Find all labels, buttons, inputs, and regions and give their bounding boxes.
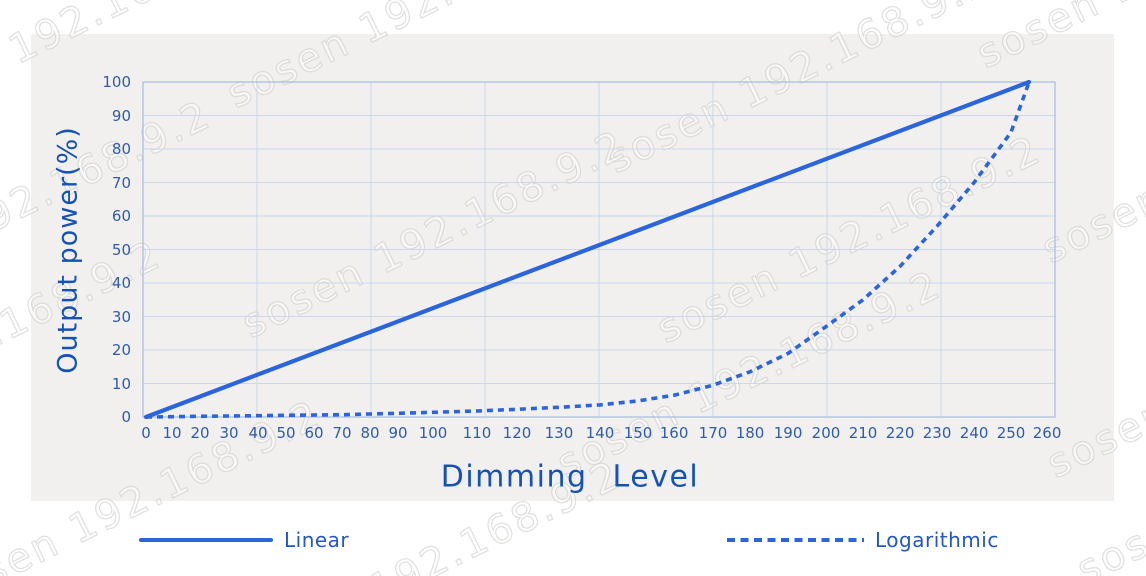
x-tick-label: 70 <box>332 424 352 442</box>
x-tick-label: 190 <box>773 424 803 442</box>
x-tick-label: 210 <box>848 424 878 442</box>
x-tick-label: 260 <box>1032 424 1062 442</box>
x-tick-label: 100 <box>418 424 448 442</box>
x-tick-label: 0 <box>141 424 151 442</box>
y-axis-title: Output power(%) <box>52 126 84 374</box>
y-tick-label: 40 <box>111 274 131 292</box>
legend-label-logarithmic: Logarithmic <box>875 528 999 552</box>
y-tick-label: 90 <box>111 106 131 125</box>
x-tick-label: 180 <box>735 424 765 442</box>
y-tick-label: 30 <box>111 307 131 326</box>
x-tick-label: 80 <box>360 424 380 442</box>
x-tick-label: 240 <box>959 424 989 442</box>
y-tick-label: 20 <box>111 341 131 359</box>
linear-series-line <box>143 79 1032 420</box>
x-tick-label: 40 <box>248 424 268 442</box>
y-tick-label: 70 <box>111 173 131 192</box>
logarithmic-series-line <box>145 81 1031 419</box>
x-tick-label: 250 <box>996 424 1026 442</box>
x-tick-label: 60 <box>304 424 324 442</box>
y-tick-label: 10 <box>111 374 131 393</box>
x-tick-label: 110 <box>462 424 492 442</box>
x-tick-label: 160 <box>659 424 689 442</box>
y-tick-label: 80 <box>111 140 131 158</box>
x-tick-label: 170 <box>698 424 728 442</box>
legend-swatch-dashed-line-icon <box>727 538 864 542</box>
x-tick-label: 90 <box>388 424 408 442</box>
legend-item-linear: Linear <box>139 527 349 553</box>
x-tick-label: 200 <box>811 424 841 442</box>
x-tick-label: 140 <box>585 424 615 442</box>
legend-label-linear: Linear <box>284 528 350 552</box>
x-tick-label: 130 <box>544 424 574 442</box>
x-tick-label: 20 <box>190 424 210 442</box>
x-tick-label: 10 <box>162 424 182 442</box>
chart-panel-background <box>31 34 1114 501</box>
legend-item-logarithmic: Logarithmic <box>727 527 999 553</box>
x-tick-label: 220 <box>885 424 915 442</box>
plot-border <box>142 81 1056 418</box>
x-tick-label: 30 <box>219 424 239 442</box>
y-tick-label: 0 <box>121 408 131 426</box>
legend-swatch-solid-line-icon <box>139 538 273 542</box>
x-tick-label: 150 <box>623 424 653 442</box>
x-tick-label: 120 <box>502 424 532 442</box>
y-tick-label: 50 <box>111 240 131 259</box>
y-tick-label: 60 <box>111 207 131 225</box>
x-axis-title: Dimming Level <box>440 459 700 495</box>
x-tick-label: 50 <box>276 424 296 442</box>
x-tick-label: 230 <box>922 424 952 442</box>
y-tick-label: 100 <box>102 73 131 91</box>
